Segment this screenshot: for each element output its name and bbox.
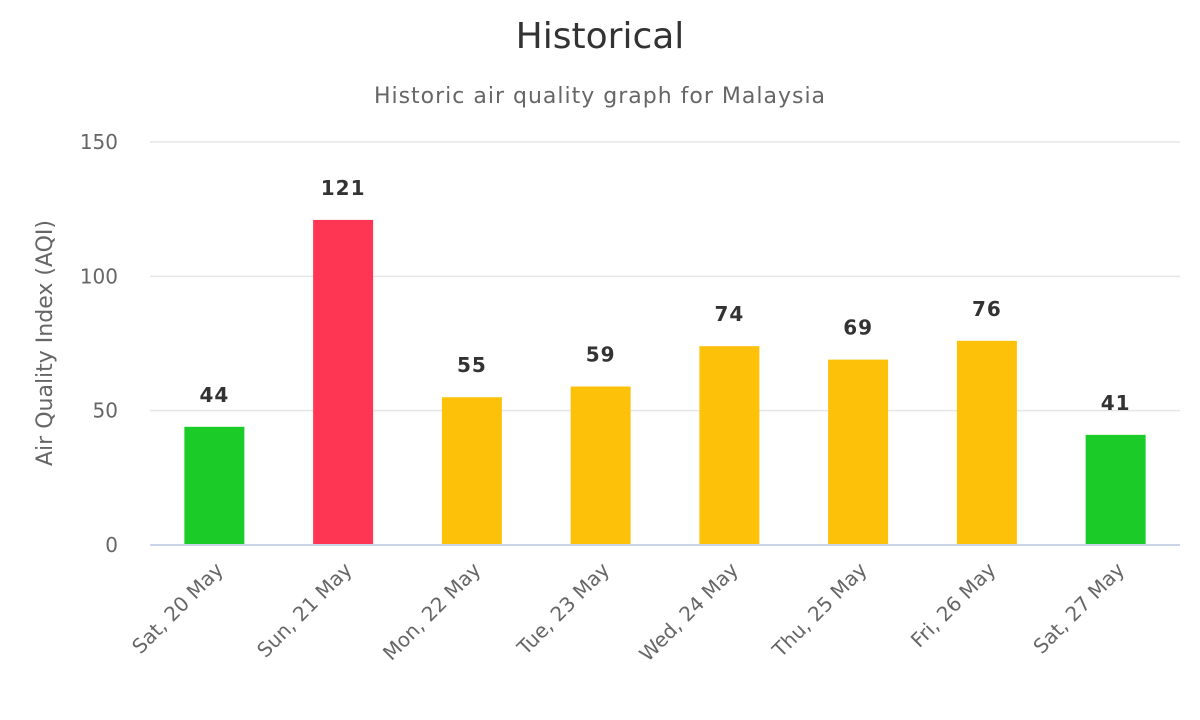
data-label: 41 bbox=[1101, 391, 1131, 415]
data-label: 121 bbox=[321, 176, 366, 200]
x-tick-label: Tue, 23 May bbox=[512, 557, 615, 660]
bar[interactable] bbox=[956, 340, 1017, 545]
bar[interactable] bbox=[828, 359, 889, 545]
x-tick-label: Mon, 22 May bbox=[378, 557, 486, 665]
x-tick-label: Sat, 27 May bbox=[1028, 557, 1129, 658]
data-label: 59 bbox=[586, 342, 616, 366]
chart-title: Historical bbox=[516, 16, 685, 57]
bar[interactable] bbox=[441, 397, 502, 545]
x-tick-label: Sat, 20 May bbox=[127, 557, 228, 658]
y-tick-label: 0 bbox=[105, 533, 118, 557]
y-tick-label: 150 bbox=[80, 130, 118, 154]
bar[interactable] bbox=[184, 426, 245, 545]
bar[interactable] bbox=[313, 219, 374, 545]
y-axis-ticks: 0 50 100 150 bbox=[80, 130, 118, 557]
x-tick-label: Fri, 26 May bbox=[906, 557, 1001, 652]
data-label: 55 bbox=[457, 353, 487, 377]
bar[interactable] bbox=[1085, 434, 1146, 545]
chart-subtitle: Historic air quality graph for Malaysia bbox=[374, 84, 826, 109]
x-tick-label: Sun, 21 May bbox=[252, 557, 357, 662]
bar[interactable] bbox=[699, 346, 760, 545]
data-label: 44 bbox=[199, 383, 229, 407]
bar-series bbox=[184, 219, 1146, 545]
bar[interactable] bbox=[570, 386, 631, 545]
x-tick-label: Wed, 24 May bbox=[634, 557, 743, 666]
x-tick-label: Thu, 25 May bbox=[767, 557, 872, 662]
y-tick-label: 50 bbox=[93, 399, 118, 423]
grid-lines bbox=[150, 141, 1180, 412]
x-axis-ticks: Sat, 20 May Sun, 21 May Mon, 22 May Tue, 23… bbox=[127, 557, 1129, 666]
data-labels: 44 121 55 59 74 69 76 41 bbox=[199, 176, 1131, 415]
data-label: 69 bbox=[843, 316, 873, 340]
data-label: 74 bbox=[714, 302, 744, 326]
data-label: 76 bbox=[972, 297, 1002, 321]
y-tick-label: 100 bbox=[80, 264, 118, 288]
y-axis-title: Air Quality Index (AQI) bbox=[33, 220, 58, 466]
